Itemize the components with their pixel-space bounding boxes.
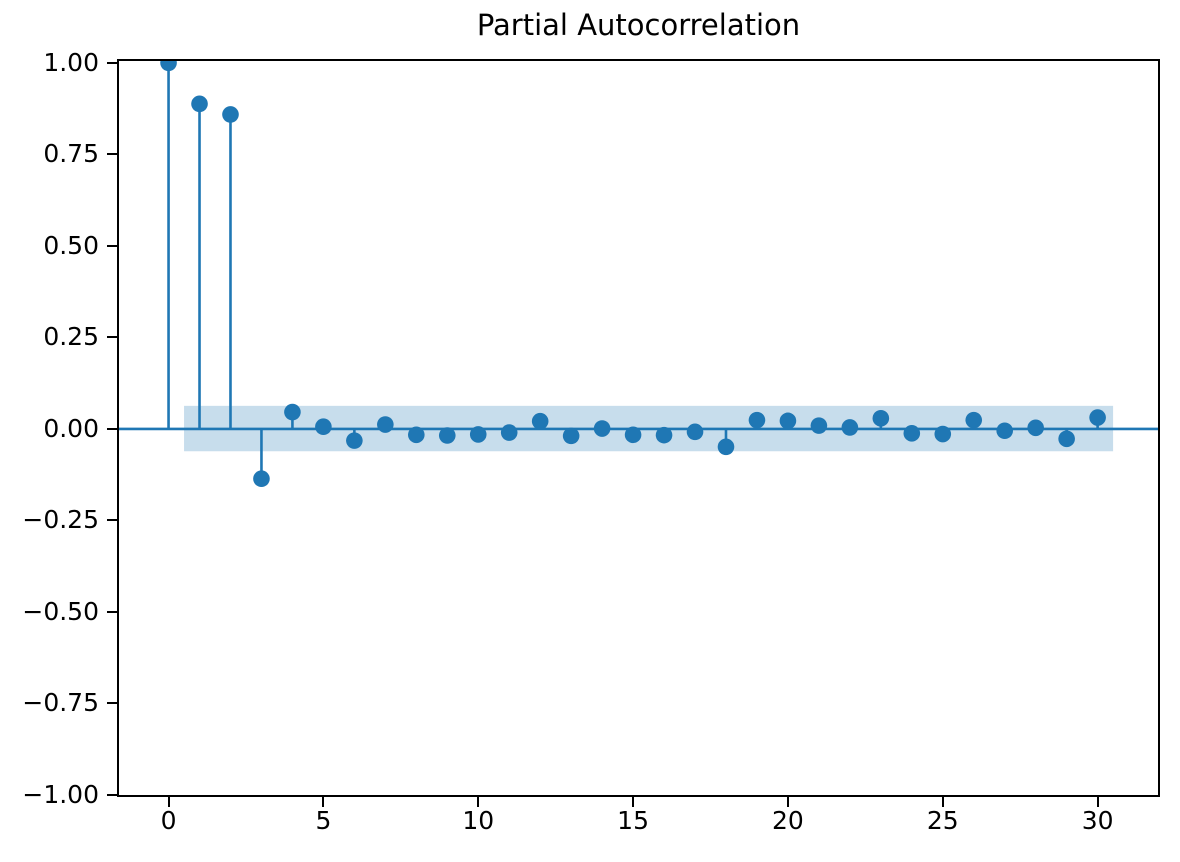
marker — [686, 423, 704, 441]
marker — [1089, 409, 1106, 426]
marker — [996, 422, 1014, 440]
x-tick-label: 30 — [1081, 806, 1114, 835]
marker — [315, 418, 332, 436]
y-tick-mark — [107, 336, 117, 339]
x-tick-label: 5 — [315, 806, 332, 835]
marker — [377, 416, 394, 433]
y-tick-mark — [107, 610, 117, 613]
marker — [748, 411, 766, 429]
marker — [500, 424, 518, 441]
x-tick-label: 20 — [772, 806, 804, 835]
y-tick-mark — [107, 794, 117, 796]
marker — [160, 61, 177, 72]
x-tick-label: 0 — [160, 806, 177, 835]
marker — [407, 426, 425, 444]
x-tick-mark — [1096, 797, 1099, 807]
marker — [717, 438, 735, 456]
y-tick-label: −0.50 — [22, 596, 99, 626]
marker — [841, 419, 859, 436]
x-tick-mark — [632, 797, 635, 807]
marker — [191, 95, 208, 113]
y-tick-mark — [107, 244, 117, 247]
marker — [655, 426, 673, 444]
marker — [284, 403, 301, 421]
marker — [562, 427, 580, 445]
x-tick-label: 10 — [462, 806, 495, 835]
y-tick-label: −1.00 — [22, 780, 99, 809]
x-tick-label: 25 — [926, 806, 959, 835]
marker — [222, 106, 239, 123]
y-tick-mark — [107, 61, 117, 64]
chart-title: Partial Autocorrelation — [476, 8, 801, 42]
plot-area — [117, 59, 1160, 797]
marker — [346, 432, 363, 449]
y-tick-label: 0.00 — [43, 413, 99, 443]
y-tick-label: 0.25 — [43, 322, 99, 352]
pacf-plot-svg — [119, 61, 1158, 488]
marker — [624, 426, 642, 444]
marker — [779, 412, 797, 430]
marker — [872, 409, 890, 427]
y-tick-mark — [107, 519, 117, 522]
y-tick-mark — [107, 702, 117, 705]
y-tick-label: −0.25 — [22, 505, 99, 535]
y-tick-label: −0.75 — [22, 688, 99, 718]
x-tick-label: 15 — [617, 806, 649, 835]
y-tick-label: 0.75 — [43, 139, 99, 169]
y-tick-mark — [107, 153, 117, 156]
marker — [531, 412, 549, 430]
y-tick-label: 1.00 — [43, 47, 99, 77]
marker — [965, 411, 983, 429]
x-tick-mark — [941, 797, 944, 807]
marker — [1058, 430, 1075, 448]
x-tick-mark — [477, 797, 480, 807]
marker — [934, 425, 952, 443]
x-tick-mark — [167, 797, 170, 807]
marker — [253, 470, 270, 488]
marker — [903, 425, 921, 442]
x-tick-mark — [322, 797, 325, 807]
y-tick-mark — [107, 427, 117, 430]
marker — [1027, 419, 1044, 437]
marker — [438, 427, 456, 444]
x-tick-mark — [786, 797, 789, 807]
y-tick-label: 0.50 — [43, 230, 99, 260]
marker — [469, 426, 487, 443]
marker — [593, 420, 611, 437]
marker — [810, 417, 828, 434]
